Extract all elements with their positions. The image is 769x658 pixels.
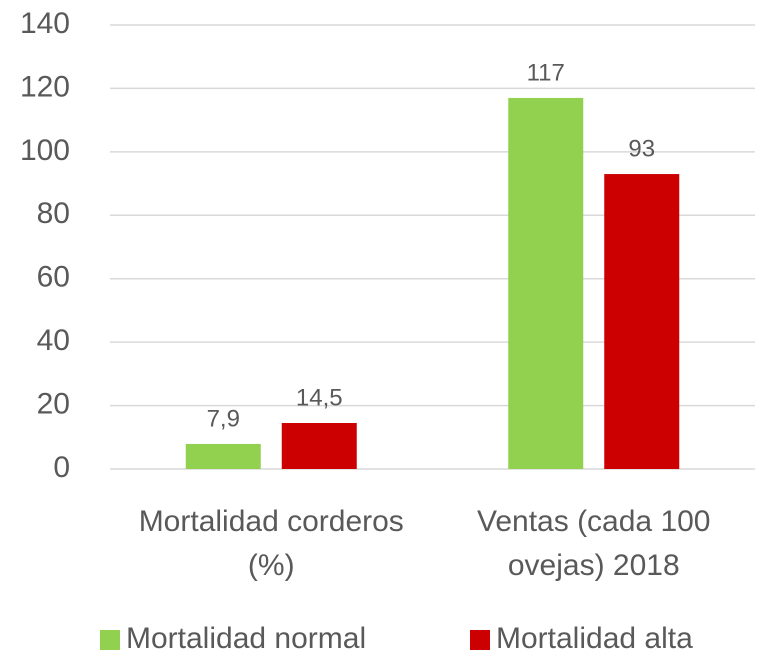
bar <box>281 423 357 469</box>
data-label: 117 <box>527 59 565 86</box>
data-label: 7,9 <box>207 405 240 432</box>
y-tick-label: 140 <box>20 7 70 40</box>
legend-swatch <box>470 630 490 650</box>
y-tick-label: 0 <box>53 451 70 484</box>
y-tick-label: 100 <box>20 134 70 167</box>
y-tick-label: 80 <box>37 197 70 230</box>
x-tick-label: Ventas (cada 100 ovejas) 2018 <box>476 505 711 582</box>
legend-swatch <box>100 630 120 650</box>
bar <box>185 443 261 469</box>
y-tick-label: 20 <box>37 387 70 420</box>
y-tick-label: 60 <box>37 261 70 294</box>
legend-label: Mortalidad normal <box>126 622 366 655</box>
data-label: 14,5 <box>296 384 343 411</box>
bar <box>508 97 584 469</box>
x-tick-label: Mortalidad corderos (%) <box>138 505 404 582</box>
bar <box>604 174 680 470</box>
data-label: 93 <box>628 135 655 162</box>
y-tick-label: 40 <box>37 324 70 357</box>
legend-label: Mortalidad alta <box>496 622 693 655</box>
y-tick-label: 120 <box>20 70 70 103</box>
